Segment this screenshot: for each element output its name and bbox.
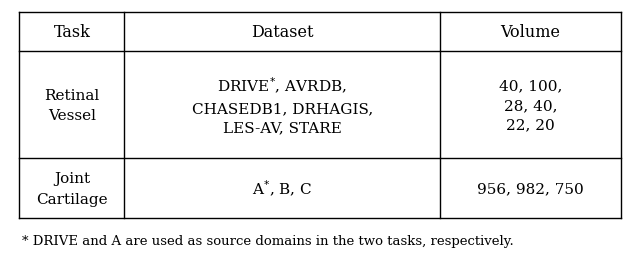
Text: DRIVE$^{*}$, AVRDB,
CHASEDB1, DRHAGIS,
LES-AV, STARE: DRIVE$^{*}$, AVRDB, CHASEDB1, DRHAGIS, L… [192,76,373,135]
Text: Joint
Cartilage: Joint Cartilage [36,171,108,206]
Text: 956, 982, 750: 956, 982, 750 [477,182,584,196]
Text: 40, 100,
28, 40,
22, 20: 40, 100, 28, 40, 22, 20 [499,79,563,132]
Text: * DRIVE and A are used as source domains in the two tasks, respectively.: * DRIVE and A are used as source domains… [22,234,514,247]
Text: A$^{*}$, B, C: A$^{*}$, B, C [252,179,312,199]
Text: Retinal
Vessel: Retinal Vessel [44,88,99,123]
Text: Dataset: Dataset [251,24,314,41]
Text: Task: Task [53,24,90,41]
Text: Volume: Volume [500,24,561,41]
